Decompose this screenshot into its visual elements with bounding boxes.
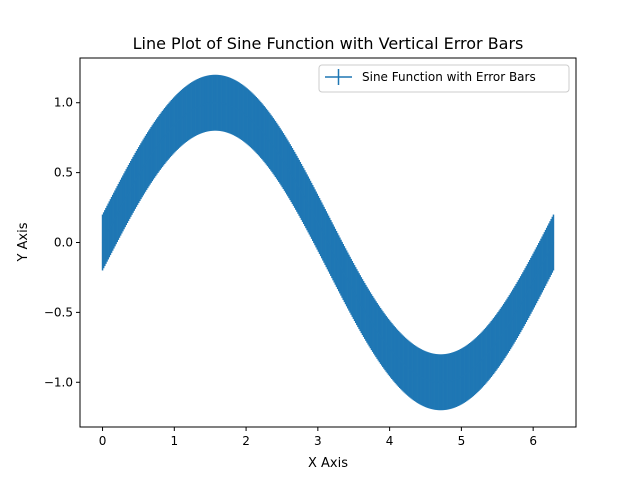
x-tick-label: 1	[170, 434, 178, 448]
legend: Sine Function with Error Bars	[318, 64, 570, 93]
x-tick-label: 5	[458, 434, 466, 448]
x-tick-label: 0	[99, 434, 107, 448]
x-tick-label: 6	[529, 434, 537, 448]
x-tick-label: 4	[386, 434, 394, 448]
y-axis-ticks: −1.0 −0.5 0.0 0.5 1.0	[44, 96, 80, 389]
x-axis-label: X Axis	[308, 456, 348, 471]
y-axis-label: Y Axis	[16, 222, 31, 262]
plot-area	[79, 57, 577, 428]
legend-box	[318, 64, 570, 93]
x-axis-ticks: 0 1 2 3 4 5 6	[99, 427, 537, 448]
x-tick-label: 2	[242, 434, 250, 448]
legend-label: Sine Function with Error Bars	[362, 70, 536, 84]
series-line	[101, 101, 555, 384]
y-tick-label: 0.0	[54, 236, 73, 250]
series-layer	[101, 74, 555, 411]
x-tick-label: 3	[314, 434, 322, 448]
chart-title: Line Plot of Sine Function with Vertical…	[133, 34, 524, 53]
y-tick-label: −0.5	[44, 305, 73, 319]
y-tick-label: 0.5	[54, 166, 73, 180]
y-tick-label: 1.0	[54, 96, 73, 110]
y-tick-label: −1.0	[44, 375, 73, 389]
